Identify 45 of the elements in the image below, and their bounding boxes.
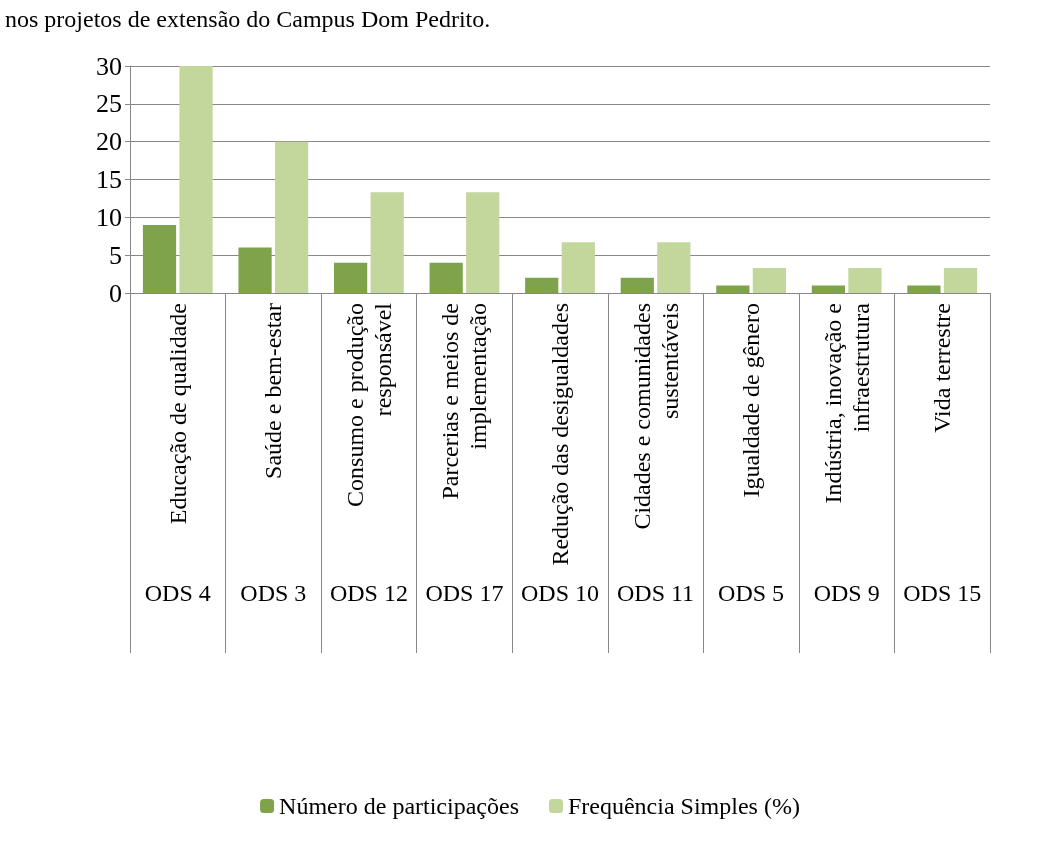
y-tick-label: 5 xyxy=(109,240,122,270)
y-tick-label: 25 xyxy=(96,89,122,119)
bar xyxy=(429,262,463,293)
bar xyxy=(334,262,368,293)
x-tick-label: Cidades e comunidades sustentáveis xyxy=(628,303,683,530)
y-tick-label: 15 xyxy=(96,165,122,194)
bar xyxy=(620,277,654,293)
bar xyxy=(142,224,177,293)
x-tick-label: Indústria, inovação e infraestrutura xyxy=(819,302,874,504)
bar xyxy=(657,242,691,293)
text: ODS 17 xyxy=(425,580,504,606)
x-tick-label: Educação de qualidade xyxy=(164,303,191,525)
bar xyxy=(274,141,309,293)
bar xyxy=(370,192,404,293)
text: ODS 4 xyxy=(144,580,211,606)
text: ODS 10 xyxy=(520,580,600,606)
bar xyxy=(561,242,595,293)
x-tick-label: Vida terrestre xyxy=(929,303,956,433)
bar xyxy=(811,285,846,293)
bar xyxy=(179,66,213,293)
text: ODS 12 xyxy=(329,580,408,606)
bar xyxy=(525,277,559,293)
y-tick-label: 0 xyxy=(109,278,122,308)
chart-title: nos projetos de extensão do Campus Dom Pedrito. xyxy=(5,6,491,32)
y-tick-label: 10 xyxy=(96,202,122,232)
legend-label: Número de participações xyxy=(279,793,519,819)
x-tick-label: Redução das desigualdades xyxy=(547,303,573,566)
bar xyxy=(716,285,750,293)
bar xyxy=(752,268,786,293)
text: ODS 11 xyxy=(616,580,695,606)
y-tick-label: 20 xyxy=(96,127,122,157)
text: ODS 9 xyxy=(813,580,880,606)
text: ODS 15 xyxy=(903,580,982,606)
text: ODS 3 xyxy=(240,580,307,606)
x-tick-label: Igualdade de gênero xyxy=(738,303,765,498)
text: ODS 5 xyxy=(718,580,785,606)
x-tick-label: Consumo e produção responsável xyxy=(341,302,396,507)
y-tick-label: 30 xyxy=(96,51,122,81)
bar xyxy=(943,268,978,293)
bar xyxy=(466,192,500,293)
bar xyxy=(907,285,941,293)
legend-label: Frequência Simples (%) xyxy=(567,793,800,819)
bar xyxy=(848,268,882,293)
x-tick-label: Saúde e bem-estar xyxy=(260,302,287,479)
bar xyxy=(238,247,272,293)
